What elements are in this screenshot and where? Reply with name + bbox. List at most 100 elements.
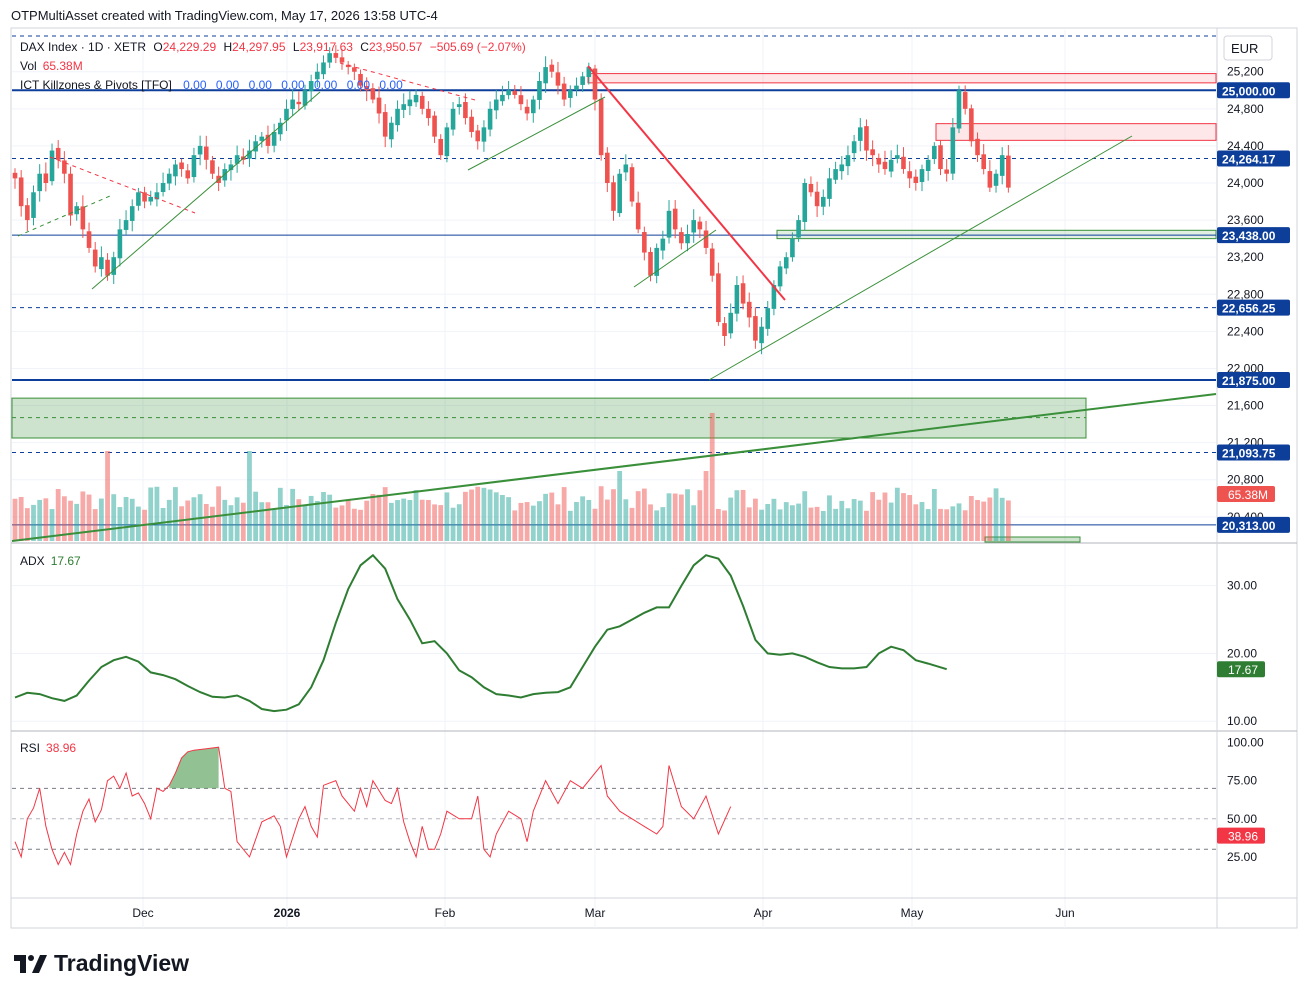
volume-bar: [623, 499, 629, 541]
volume-bar: [931, 488, 937, 541]
candle-body: [561, 83, 567, 100]
legend-ict: ICT Killzones & Pivots [TFO] 0.00 0.00 0…: [20, 78, 403, 92]
trendline: [467, 96, 606, 171]
volume-bar: [166, 499, 172, 541]
volume-bar: [80, 491, 86, 541]
volume-bar: [907, 495, 913, 541]
candle-body: [18, 177, 24, 207]
volume-bar: [592, 508, 598, 541]
volume-bar: [179, 506, 184, 541]
volume-bar: [173, 487, 178, 541]
volume-bar: [111, 494, 117, 541]
candle-body: [555, 72, 561, 86]
volume-bar: [765, 504, 771, 541]
volume-bar: [240, 502, 246, 541]
volume-bar: [376, 494, 382, 541]
trendline: [91, 91, 321, 290]
level-label: 25,000.00: [1222, 84, 1276, 98]
volume-bar: [290, 488, 296, 541]
volume-bar: [555, 504, 561, 541]
volume-bar: [617, 471, 623, 541]
candle-body: [703, 230, 709, 248]
candle-body: [321, 62, 326, 75]
rsi-tick-label: 25.00: [1227, 850, 1257, 864]
volume-bar: [882, 492, 888, 541]
volume-bar: [759, 509, 764, 541]
level-label-box: [1217, 82, 1290, 99]
volume-bar: [203, 503, 209, 541]
candle-body: [605, 152, 610, 183]
volume-bar: [697, 490, 703, 541]
volume-bar: [253, 491, 259, 541]
volume-label: 65.38M: [1228, 488, 1268, 502]
candle-body: [407, 99, 413, 107]
candle-body: [759, 326, 764, 344]
rsi-tick-label: 100.00: [1227, 736, 1264, 750]
volume-bar: [296, 499, 302, 541]
candle-body: [1006, 155, 1011, 188]
volume-bar: [302, 505, 308, 541]
volume-bar: [98, 498, 104, 541]
volume-bar: [537, 501, 542, 541]
candle-body: [629, 167, 635, 202]
price-tick-label: 21,600: [1227, 399, 1264, 413]
volume-bar: [901, 493, 906, 541]
volume-bar: [894, 487, 900, 541]
volume-bar: [753, 498, 758, 541]
volume-bar: [790, 505, 795, 541]
tradingview-logo-icon: [14, 954, 47, 973]
currency-label: EUR: [1231, 41, 1258, 56]
candle-body: [740, 283, 746, 304]
time-tick-label: Jun: [1055, 906, 1074, 920]
volume-bar: [802, 491, 808, 541]
candle-body: [944, 169, 949, 174]
candle-body: [981, 154, 986, 170]
candle-body: [679, 232, 684, 244]
candle-body: [598, 98, 604, 156]
time-tick-label: Feb: [435, 906, 456, 920]
volume-bar: [987, 497, 993, 541]
time-axis: Dec 2026 Feb Mar Apr May Jun: [132, 906, 1074, 920]
price-tick-label: 20,800: [1227, 473, 1264, 487]
volume-bar: [308, 495, 314, 541]
volume-bar: [962, 510, 968, 541]
candle-body: [68, 173, 73, 216]
time-tick-label: 2026: [274, 906, 301, 920]
volume-bar: [703, 471, 709, 541]
candle-body: [574, 85, 579, 90]
volume-bar: [321, 492, 326, 541]
candle-body: [228, 164, 234, 171]
volume-bar: [92, 509, 98, 541]
candle-body: [290, 99, 295, 110]
candle-body: [709, 248, 715, 276]
volume-bar: [876, 499, 882, 541]
volume-bar: [105, 451, 110, 541]
candle-body: [617, 173, 622, 214]
volume-bar: [395, 500, 400, 541]
candle-body: [302, 90, 308, 106]
currency-button[interactable]: [1223, 35, 1273, 61]
candle-body: [524, 106, 530, 114]
volume-bar: [512, 510, 518, 541]
candle-body: [234, 155, 240, 164]
volume-bar: [968, 495, 974, 541]
volume-bar: [524, 502, 530, 541]
candle-body: [635, 202, 641, 230]
candle-body: [901, 156, 906, 170]
volume-bar: [975, 500, 980, 541]
volume-bar: [728, 497, 734, 541]
candle-body: [173, 164, 178, 177]
volume-bar: [43, 498, 49, 541]
header-credit: OTPMultiAsset created with TradingView.c…: [11, 8, 438, 23]
candle-body: [475, 130, 481, 142]
demand-zone: [776, 229, 1217, 240]
candle-body: [987, 171, 993, 188]
volume-bar: [247, 451, 252, 541]
candle-body: [148, 196, 154, 202]
brand-logo[interactable]: TradingView: [12, 950, 189, 977]
candle-body: [185, 170, 191, 179]
candle-body: [876, 157, 882, 165]
rsi-tick-label: 75.00: [1227, 774, 1257, 788]
level-label-box: [1217, 150, 1290, 167]
